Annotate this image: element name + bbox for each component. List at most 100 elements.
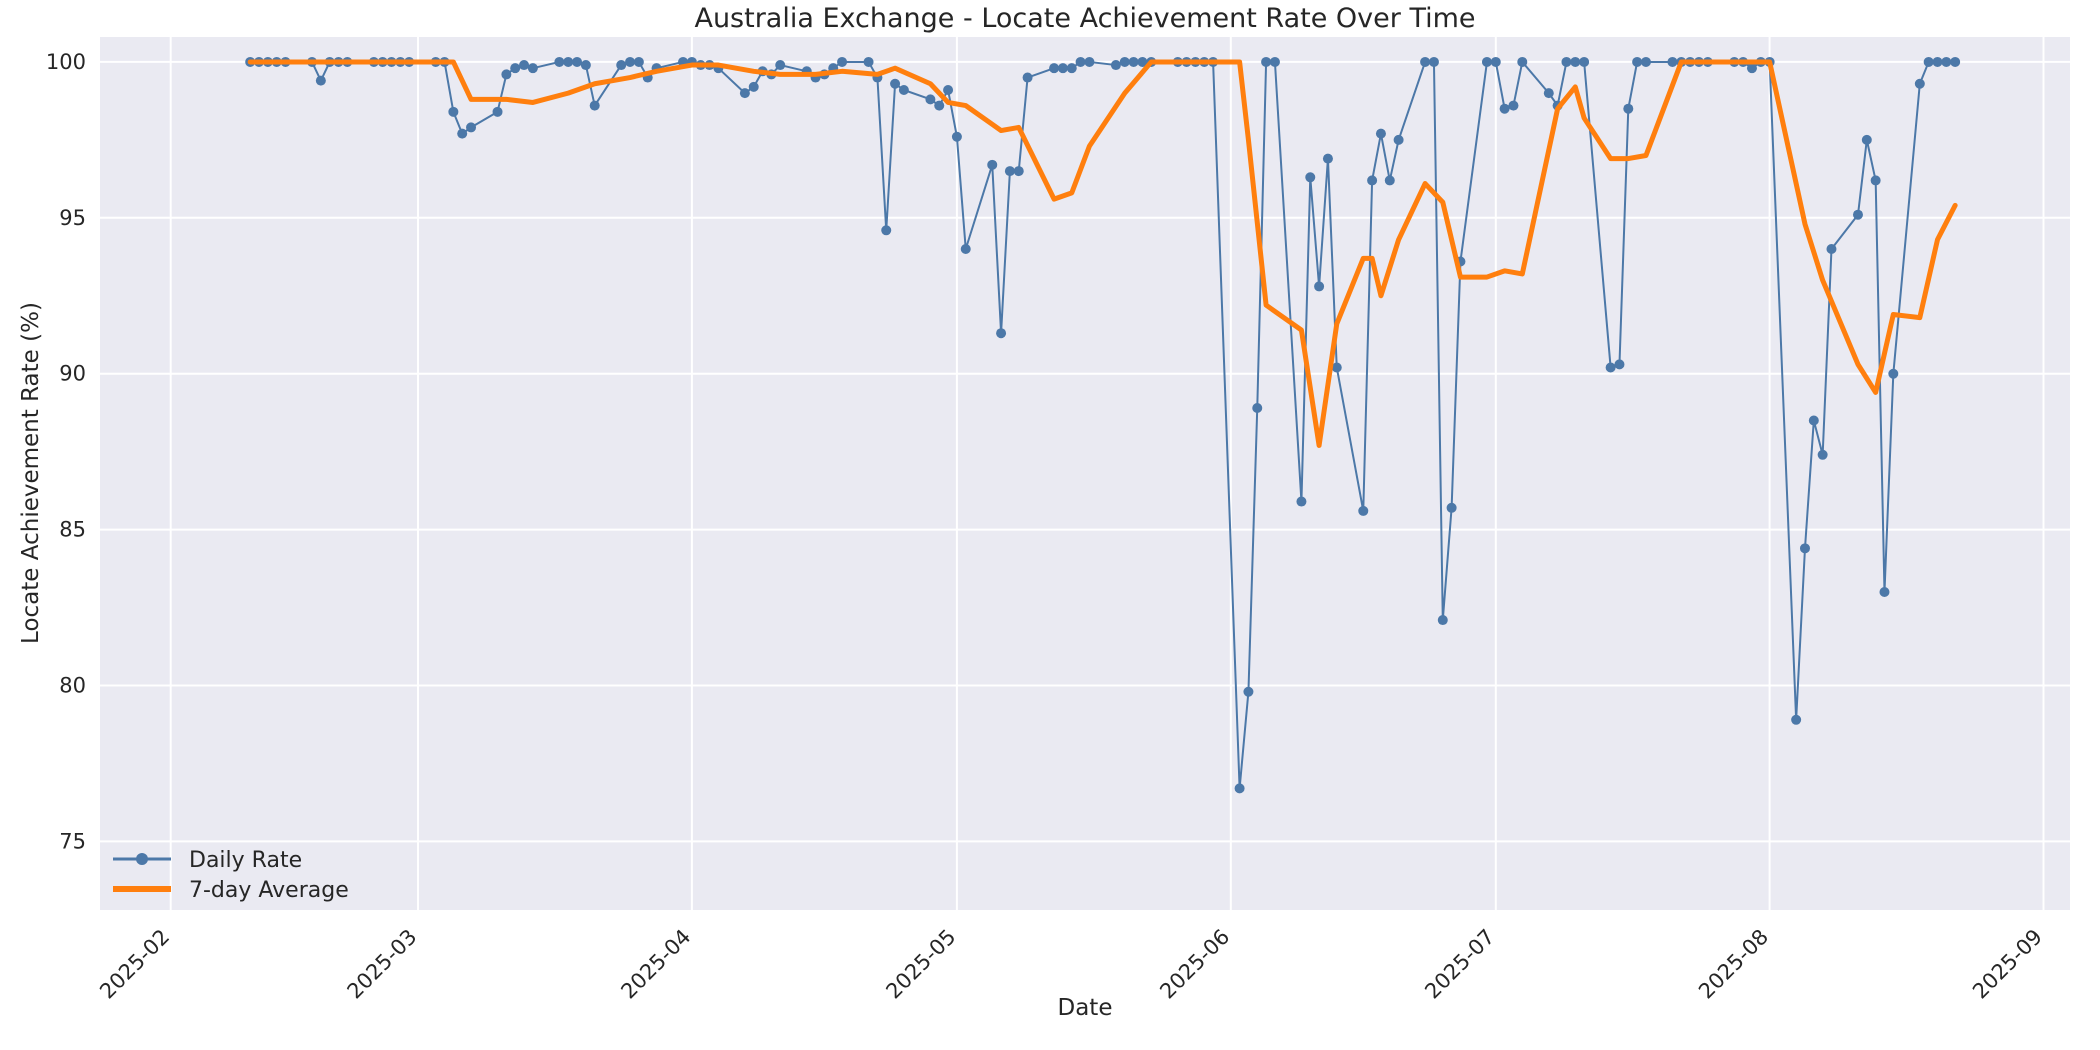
data-point xyxy=(1888,368,1899,379)
data-point xyxy=(580,60,591,71)
data-point xyxy=(466,122,477,133)
data-point xyxy=(996,328,1007,339)
x-tick-label: 2025-05 xyxy=(881,925,960,1004)
data-point xyxy=(775,60,786,71)
data-point xyxy=(1481,56,1492,67)
legend-marker-icon xyxy=(136,853,148,865)
data-point xyxy=(457,128,468,139)
data-point xyxy=(1261,56,1272,67)
data-point xyxy=(898,85,909,95)
data-point xyxy=(1393,134,1404,145)
data-point xyxy=(1428,56,1439,67)
gridlines xyxy=(100,37,2070,910)
data-point xyxy=(572,56,583,67)
legend-label: Daily Rate xyxy=(189,848,302,873)
legend-item-7-day-average[interactable]: 7-day Average xyxy=(113,878,349,903)
data-point xyxy=(1861,134,1872,145)
data-point xyxy=(554,56,565,67)
data-point xyxy=(1084,56,1095,67)
data-point xyxy=(1799,543,1810,554)
data-series-layer xyxy=(245,56,1961,794)
chart-legend[interactable]: Daily Rate 7-day Average xyxy=(113,848,349,903)
data-point xyxy=(1852,209,1863,220)
data-point xyxy=(589,100,600,111)
data-point xyxy=(943,85,954,95)
x-tick-label: 2025-08 xyxy=(1694,925,1773,1004)
data-point xyxy=(1437,615,1448,626)
data-point xyxy=(1667,56,1678,67)
data-point xyxy=(987,159,998,170)
x-tick-label: 2025-03 xyxy=(343,925,422,1004)
data-point xyxy=(1640,56,1651,67)
data-point xyxy=(1446,502,1457,513)
data-point xyxy=(1314,281,1325,292)
data-point xyxy=(1543,88,1554,99)
data-point xyxy=(934,100,945,111)
data-point xyxy=(1870,175,1881,186)
data-point xyxy=(1305,172,1316,183)
series-7-day-average xyxy=(247,59,1958,448)
data-point xyxy=(1914,78,1925,89)
data-point xyxy=(1623,103,1634,114)
data-point xyxy=(1375,128,1386,139)
plot-area-background xyxy=(100,37,2070,910)
data-point xyxy=(510,63,521,74)
data-point xyxy=(1941,56,1952,67)
x-axis-title: Date xyxy=(1058,995,1113,1021)
data-point xyxy=(960,244,971,255)
data-point xyxy=(1075,56,1086,67)
data-point xyxy=(1358,505,1369,516)
data-point xyxy=(1049,63,1060,74)
data-point xyxy=(1367,175,1378,186)
data-point xyxy=(1508,100,1519,111)
data-point xyxy=(1128,56,1139,67)
data-point xyxy=(563,56,574,67)
data-point xyxy=(501,69,512,80)
data-point xyxy=(633,56,644,67)
x-tick-label: 2025-07 xyxy=(1420,925,1499,1004)
y-tick-label: 80 xyxy=(59,674,86,698)
legend-label: 7-day Average xyxy=(189,878,349,903)
data-point xyxy=(1561,56,1572,67)
data-point xyxy=(951,131,962,142)
data-point xyxy=(519,60,530,71)
data-point xyxy=(1632,56,1643,67)
legend-item-daily-rate[interactable]: Daily Rate xyxy=(113,848,302,873)
data-point xyxy=(315,75,326,86)
data-point xyxy=(1746,63,1757,74)
y-axis-tick-labels: 75 80 85 90 95 100 xyxy=(46,50,86,854)
data-point xyxy=(1296,496,1307,507)
data-point xyxy=(1614,359,1625,370)
data-point xyxy=(1331,362,1342,373)
series-line xyxy=(247,59,1958,448)
data-point xyxy=(1570,56,1581,67)
x-tick-label: 2025-02 xyxy=(95,925,174,1004)
y-axis-title: Locate Achievement Rate (%) xyxy=(18,302,44,644)
data-point xyxy=(1817,449,1828,460)
data-point xyxy=(1950,56,1961,67)
x-axis-tick-labels: 2025-02 2025-03 2025-04 2025-05 2025-06 2025-… xyxy=(95,925,2047,1004)
data-point xyxy=(1490,56,1501,67)
data-point xyxy=(527,63,538,74)
data-point xyxy=(739,88,750,99)
data-point xyxy=(1252,403,1263,414)
data-point xyxy=(1013,166,1024,177)
x-tick-label: 2025-06 xyxy=(1155,925,1234,1004)
data-point xyxy=(1517,56,1528,67)
data-point xyxy=(1110,60,1121,71)
data-point xyxy=(616,60,627,71)
data-point xyxy=(1808,415,1819,426)
data-point xyxy=(625,56,636,67)
data-point xyxy=(1932,56,1943,67)
data-point xyxy=(748,81,759,92)
data-point xyxy=(1384,175,1395,186)
data-point xyxy=(925,94,936,105)
data-point xyxy=(1791,714,1802,725)
data-point xyxy=(1269,56,1280,67)
data-point xyxy=(1826,244,1837,255)
x-tick-label: 2025-04 xyxy=(616,925,695,1004)
data-point xyxy=(1066,63,1077,74)
data-point xyxy=(1499,103,1510,114)
